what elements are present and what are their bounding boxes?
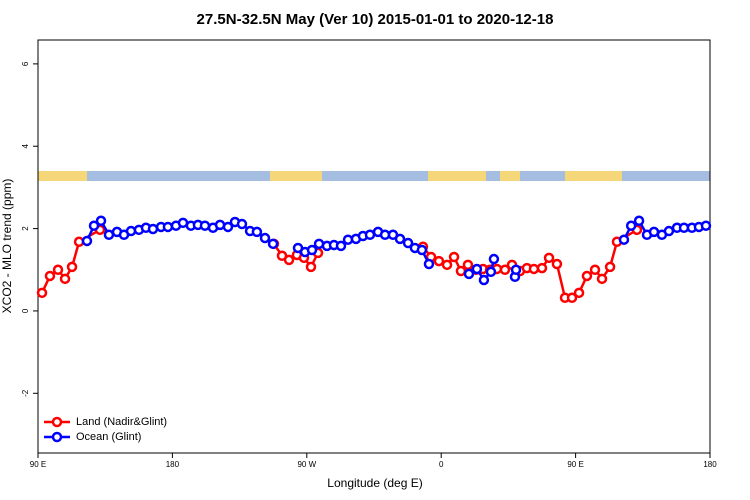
data-point	[394, 233, 406, 245]
x-tick-label: 180	[703, 460, 717, 469]
data-point	[95, 215, 107, 227]
y-tick-label: 6	[21, 61, 30, 66]
data-point	[463, 268, 475, 280]
x-tick-label: 90 E	[567, 460, 583, 469]
data-point	[478, 274, 490, 286]
y-tick-label: 0	[21, 308, 30, 313]
data-point	[700, 220, 712, 231]
data-point	[510, 264, 522, 276]
y-axis-label: XCO2 - MLO trend (ppm)	[0, 179, 14, 314]
x-tick-label: 90 W	[297, 460, 316, 469]
data-point	[147, 223, 159, 235]
data-point	[335, 240, 347, 252]
legend-label: Ocean (Glint)	[76, 431, 141, 443]
data-point	[162, 221, 174, 233]
data-point	[81, 235, 93, 247]
series-line	[40, 228, 638, 300]
data-point	[364, 229, 376, 241]
data-point	[485, 266, 497, 278]
data-point	[471, 263, 483, 275]
data-point	[44, 270, 56, 282]
data-point	[455, 265, 467, 277]
data-point	[596, 273, 608, 285]
legend-label: Land (Nadir&Glint)	[76, 416, 167, 428]
data-point	[66, 261, 78, 273]
data-point	[625, 220, 637, 231]
data-point	[543, 252, 555, 264]
data-point	[589, 264, 601, 276]
data-point	[222, 221, 234, 233]
y-tick-label: 2	[21, 226, 30, 231]
data-point	[305, 261, 317, 273]
data-point	[604, 261, 616, 273]
y-tick-label: -2	[21, 389, 30, 397]
legend-marker	[51, 416, 63, 428]
x-tick-label: 90 E	[30, 460, 46, 469]
data-point	[52, 264, 64, 276]
x-axis-label: Longitude (deg E)	[327, 476, 422, 490]
data-point	[566, 292, 578, 304]
data-point	[633, 215, 645, 227]
land-ocean-strip	[38, 171, 710, 181]
data-point	[283, 254, 295, 266]
data-point	[528, 263, 540, 275]
data-point	[402, 237, 414, 249]
y-tick-label: 4	[21, 143, 30, 148]
data-point	[103, 229, 115, 241]
data-point	[499, 264, 511, 276]
data-point	[618, 234, 630, 245]
data-point	[462, 259, 474, 271]
legend-marker	[51, 431, 63, 443]
data-point	[663, 225, 675, 237]
data-point	[125, 225, 137, 237]
data-point	[236, 218, 248, 230]
chart-title: 27.5N-32.5N May (Ver 10) 2015-01-01 to 2…	[197, 11, 554, 28]
data-point	[441, 259, 453, 271]
data-point	[88, 220, 100, 231]
data-point	[488, 253, 500, 265]
data-point	[551, 258, 563, 270]
data-point	[573, 287, 585, 299]
data-point	[423, 258, 435, 270]
data-point	[259, 232, 271, 244]
data-point	[199, 220, 211, 231]
data-point	[536, 262, 548, 274]
data-point	[267, 238, 279, 250]
x-tick-label: 0	[439, 460, 444, 469]
data-point	[433, 255, 445, 267]
data-point	[448, 251, 460, 263]
data-point	[306, 244, 318, 256]
x-tick-label: 180	[166, 460, 180, 469]
data-point	[581, 270, 593, 282]
data-point	[36, 287, 48, 299]
plot-frame	[37, 39, 711, 454]
data-point	[59, 273, 71, 285]
data-point	[251, 226, 263, 238]
data-point	[416, 244, 428, 256]
